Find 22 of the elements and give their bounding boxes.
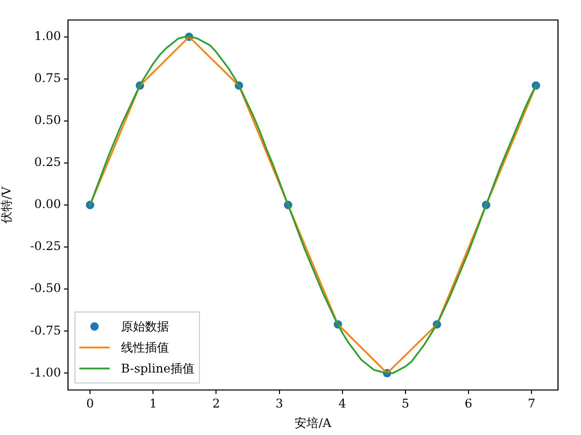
legend-label: B-spline插值 — [121, 362, 194, 376]
legend-label: 原始数据 — [121, 320, 169, 334]
y-tick-label: -0.75 — [30, 323, 61, 338]
y-tick-label: 0.25 — [34, 155, 61, 170]
y-tick-label: 1.00 — [34, 28, 61, 43]
x-tick-label: 5 — [402, 396, 410, 410]
y-tick-label: -0.25 — [30, 239, 61, 254]
x-tick-label: 6 — [464, 396, 472, 410]
y-tick-label: -0.50 — [30, 281, 61, 296]
x-tick-label: 7 — [528, 396, 536, 410]
x-tick-label: 4 — [338, 396, 347, 410]
y-tick-label: 0.75 — [34, 70, 61, 85]
y-tick-label: 0.00 — [34, 197, 61, 212]
x-tick-label: 0 — [86, 396, 94, 410]
y-axis-title: 伏特/V — [0, 186, 14, 224]
x-tick-label: 1 — [149, 396, 157, 410]
y-tick-label: -1.00 — [30, 365, 61, 380]
x-tick-label: 2 — [212, 396, 220, 410]
x-tick-label: 3 — [275, 396, 284, 410]
legend-label: 线性插值 — [121, 340, 169, 355]
x-axis-title: 安培/A — [294, 416, 332, 430]
y-tick-label: 0.50 — [34, 113, 61, 128]
